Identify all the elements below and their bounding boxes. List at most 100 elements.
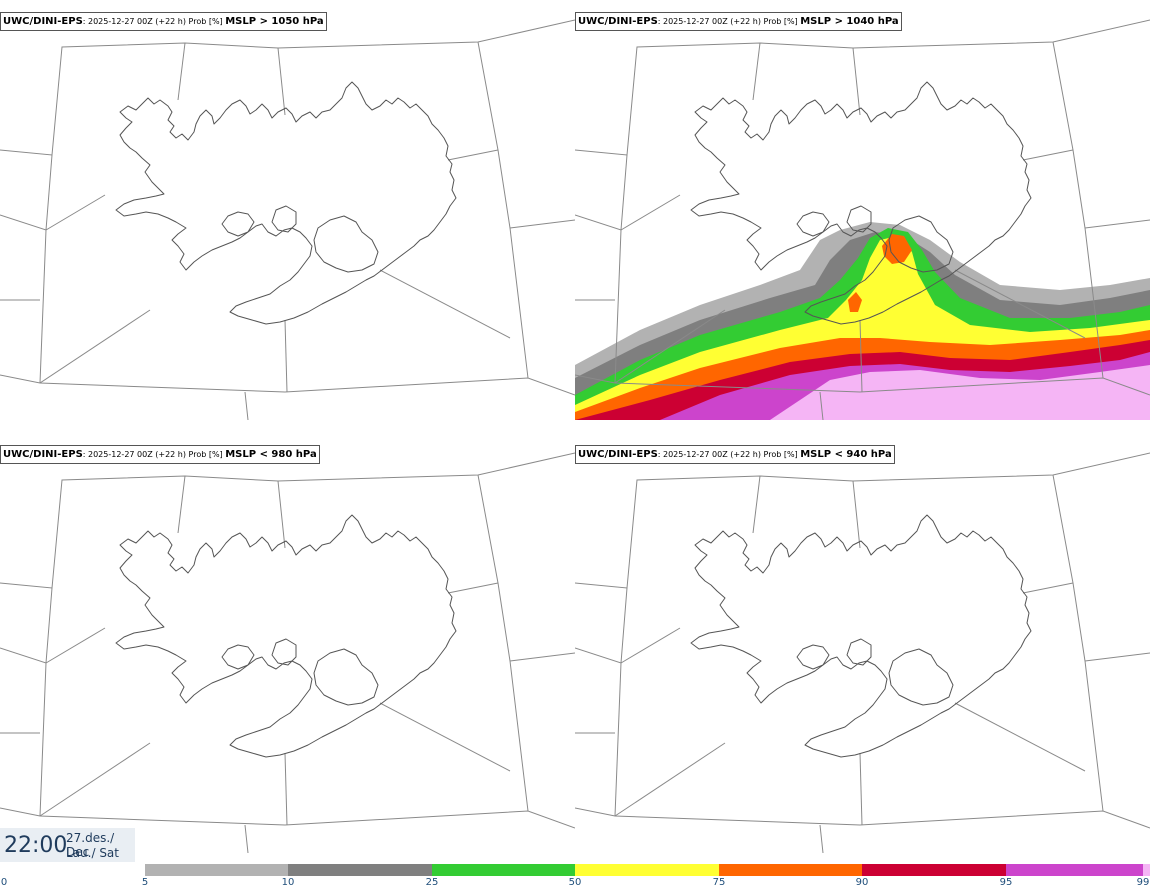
region-boundary xyxy=(477,41,529,379)
colorbar-swatch xyxy=(288,864,432,876)
model-name: UWC/DINI-EPS xyxy=(3,16,83,27)
probability-band xyxy=(770,365,1150,420)
colorbar-tick-label: 99 xyxy=(1136,877,1150,888)
coastline xyxy=(690,81,1032,325)
region-boundary xyxy=(284,752,288,826)
region-boundary xyxy=(477,474,529,812)
colorbar-tick-label: 90 xyxy=(855,877,869,888)
region-boundary xyxy=(277,47,286,116)
coastline xyxy=(796,211,830,237)
coastline xyxy=(888,648,954,706)
region-boundary xyxy=(39,742,151,817)
coastline xyxy=(115,514,457,758)
region-boundary xyxy=(509,219,575,229)
valid-date: 27.des./ Dec xyxy=(66,831,115,859)
region-boundary xyxy=(1052,41,1104,379)
colorbar-tick-label: 5 xyxy=(141,877,149,888)
region-boundary xyxy=(177,475,186,534)
coastline xyxy=(796,644,830,670)
region-boundary xyxy=(752,42,761,101)
model-name: UWC/DINI-EPS xyxy=(578,449,658,460)
region-boundary xyxy=(447,149,499,161)
colorbar-swatch xyxy=(0,864,145,876)
region-boundary xyxy=(0,19,575,156)
colorbar-tick-label: 25 xyxy=(425,877,439,888)
map-panel: UWC/DINI-EPS: 2025-12-27 00Z (+22 h) Pro… xyxy=(575,0,1150,420)
map-canvas xyxy=(0,19,575,420)
region-boundary xyxy=(614,587,628,817)
region-boundary xyxy=(852,480,861,549)
colorbar-tick-label: 10 xyxy=(281,877,295,888)
region-boundary xyxy=(575,374,1150,396)
region-boundary xyxy=(39,309,151,384)
coastline xyxy=(221,644,255,670)
panel-title: UWC/DINI-EPS: 2025-12-27 00Z (+22 h) Pro… xyxy=(0,445,320,464)
threshold: MSLP < 980 hPa xyxy=(225,449,317,460)
region-boundary xyxy=(244,824,249,853)
threshold: MSLP > 1050 hPa xyxy=(225,16,324,27)
region-boundary xyxy=(1022,149,1074,161)
colorbar-swatch xyxy=(145,864,288,876)
model-name: UWC/DINI-EPS xyxy=(3,449,83,460)
model-name: UWC/DINI-EPS xyxy=(578,16,658,27)
region-boundary xyxy=(0,194,106,231)
map-canvas xyxy=(575,452,1150,853)
region-boundary xyxy=(509,652,575,662)
coastline xyxy=(313,648,379,706)
colorbar-tick-label: 50 xyxy=(568,877,582,888)
region-boundary xyxy=(954,702,1086,772)
colorbar-swatch xyxy=(1006,864,1143,876)
map-panel: UWC/DINI-EPS: 2025-12-27 00Z (+22 h) Pro… xyxy=(575,433,1150,853)
region-boundary xyxy=(1022,582,1074,594)
region-boundary xyxy=(379,702,511,772)
map-panel: UWC/DINI-EPS: 2025-12-27 00Z (+22 h) Pro… xyxy=(0,0,575,420)
region-boundary xyxy=(284,319,288,393)
region-boundary xyxy=(752,475,761,534)
coastline xyxy=(846,205,872,233)
region-boundary xyxy=(575,452,1150,589)
region-boundary xyxy=(819,391,824,420)
region-boundary xyxy=(0,374,575,396)
region-boundary xyxy=(177,42,186,101)
map-panel: UWC/DINI-EPS: 2025-12-27 00Z (+22 h) Pro… xyxy=(0,433,575,853)
run-info: : 2025-12-27 00Z (+22 h) Prob [%] xyxy=(82,17,226,26)
coastline xyxy=(313,215,379,273)
region-boundary xyxy=(379,269,511,339)
region-boundary xyxy=(39,154,53,384)
timestamp-box: 22:00 27.des./ Dec Lau./ Sat xyxy=(0,828,135,862)
colorbar-swatch xyxy=(719,864,862,876)
region-boundary xyxy=(0,807,575,829)
valid-time: 22:00 xyxy=(4,833,68,858)
region-boundary xyxy=(575,627,681,664)
region-boundary xyxy=(614,309,726,384)
coastline xyxy=(271,638,297,666)
region-boundary xyxy=(0,452,575,589)
region-boundary xyxy=(1084,219,1150,229)
panel-title: UWC/DINI-EPS: 2025-12-27 00Z (+22 h) Pro… xyxy=(575,445,895,464)
region-boundary xyxy=(859,319,863,393)
probability-field xyxy=(575,222,1150,420)
region-boundary xyxy=(244,391,249,420)
valid-weekday: Lau./ Sat xyxy=(66,846,119,860)
region-boundary xyxy=(447,582,499,594)
region-boundary xyxy=(819,824,824,853)
coastline xyxy=(888,215,954,273)
region-boundary xyxy=(1084,652,1150,662)
region-boundary xyxy=(575,194,681,231)
threshold: MSLP > 1040 hPa xyxy=(800,16,899,27)
region-boundary xyxy=(575,19,1150,156)
coastline xyxy=(690,514,1032,758)
coastline xyxy=(221,211,255,237)
region-boundary xyxy=(954,269,1086,339)
map-canvas xyxy=(575,19,1150,420)
colorbar-swatch xyxy=(432,864,575,876)
colorbar: 0 5 10 25 50 75 90 95 99 xyxy=(0,862,1150,891)
colorbar-tick-label: 0 xyxy=(0,877,8,888)
region-boundary xyxy=(277,480,286,549)
panel-title: UWC/DINI-EPS: 2025-12-27 00Z (+22 h) Pro… xyxy=(575,12,902,31)
region-boundary xyxy=(1052,474,1104,812)
region-boundary xyxy=(614,742,726,817)
panel-title: UWC/DINI-EPS: 2025-12-27 00Z (+22 h) Pro… xyxy=(0,12,327,31)
region-boundary xyxy=(39,587,53,817)
region-boundary xyxy=(852,47,861,116)
